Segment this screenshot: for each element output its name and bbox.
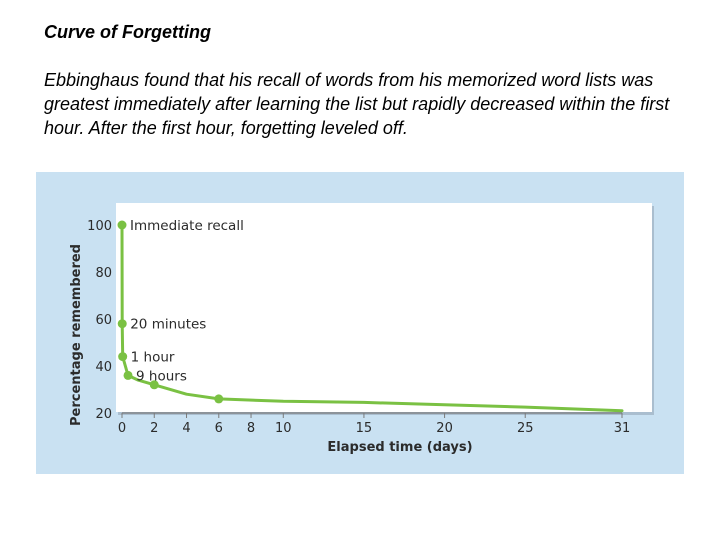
y-tick-label: 20	[95, 407, 112, 422]
y-axis-title: Percentage remembered	[69, 244, 84, 426]
x-tick-label: 25	[517, 421, 534, 436]
x-tick-label: 10	[275, 421, 292, 436]
data-point-marker	[117, 319, 127, 329]
slide-description: Ebbinghaus found that his recall of word…	[44, 70, 670, 138]
x-tick-label: 6	[215, 421, 223, 436]
x-tick-label: 2	[150, 421, 158, 436]
forgetting-curve-chart: 20 40 60 80 100 0 2 4 6 8 10 15 20 25 31 Immediate re…	[69, 218, 631, 455]
x-tick-label: 15	[356, 421, 373, 436]
data-point-annotation: Immediate recall	[130, 218, 244, 234]
data-point-annotation: 1 hour	[131, 350, 175, 366]
data-point-marker	[117, 220, 127, 230]
y-tick-label: 80	[95, 266, 112, 281]
data-point-annotation: 20 minutes	[130, 317, 206, 333]
data-point-marker	[123, 370, 133, 380]
y-tick-label: 100	[87, 219, 112, 234]
x-tick-label: 0	[118, 421, 126, 436]
x-axis-title: Elapsed time (days)	[327, 440, 472, 455]
slide-title: Curve of Forgetting	[44, 22, 211, 42]
y-tick-label: 40	[95, 360, 112, 375]
data-point-annotation: 9 hours	[136, 368, 187, 384]
plot-panel	[116, 203, 652, 412]
x-tick-label: 4	[182, 421, 190, 436]
y-tick-label: 60	[95, 313, 112, 328]
x-tick-label: 31	[614, 421, 631, 436]
x-tick-label: 20	[436, 421, 453, 436]
x-tick-label: 8	[247, 421, 255, 436]
data-point-marker	[149, 380, 159, 390]
data-point-marker	[214, 394, 224, 404]
chart-figure: 20 40 60 80 100 0 2 4 6 8 10 15 20 25 31 Immediate re…	[36, 172, 684, 474]
data-point-marker	[118, 352, 128, 362]
